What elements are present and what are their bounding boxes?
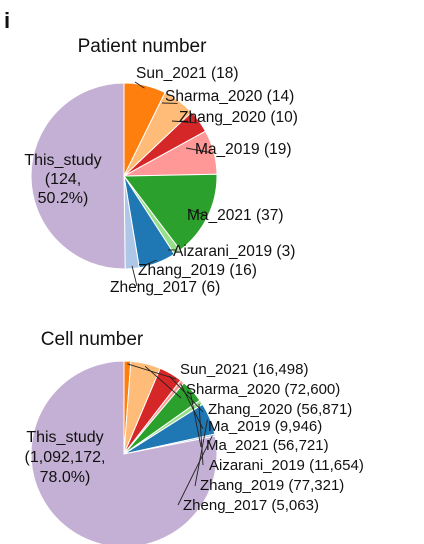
leader-line [189, 392, 202, 448]
pie-slice [123, 173, 218, 251]
slice-label: This_study [26, 429, 103, 446]
leader-line [198, 403, 204, 466]
slice-label: Aizarani_2019 (3) [173, 243, 295, 260]
leader-line [144, 259, 157, 266]
slice-label: Sun_2021 (18) [136, 65, 239, 82]
slice-label: This_study [24, 152, 101, 169]
slice-label: Ma_2021 (56,721) [206, 437, 329, 454]
leader-line [180, 383, 204, 430]
leader-line [187, 208, 206, 216]
slice-label: Ma_2021 (37) [187, 207, 284, 224]
leader-line [169, 375, 204, 413]
panel-label: i [4, 8, 10, 33]
leader-line [131, 265, 138, 287]
slice-label: Zhang_2019 (16) [138, 262, 257, 279]
chart-title: Cell number [41, 329, 144, 350]
slice-label: Zheng_2017 (6) [110, 279, 220, 296]
leader-line [194, 419, 208, 487]
chart-title: Patient number [78, 36, 208, 57]
slice-label: (1,092,172, [25, 449, 106, 466]
leader-line [177, 435, 213, 506]
slice-label: Sharma_2020 (72,600) [186, 381, 340, 398]
slice-label: Zhang_2020 (10) [179, 109, 298, 126]
slice-label: Ma_2019 (19) [195, 141, 292, 158]
leader-line [134, 81, 145, 89]
slice-label: Ma_2019 (9,946) [208, 418, 322, 435]
slice-label: Zhang_2020 (56,871) [208, 401, 352, 418]
slice-label: Sun_2021 (16,498) [180, 361, 308, 378]
pie-slice [30, 360, 218, 544]
pie-slice [30, 82, 126, 270]
pie-chart-cell-number: Cell number Sun_2021 (16,498) Sharma_2020… [25, 329, 364, 544]
slice-label: 78.0%) [40, 469, 91, 486]
slice-label: Sharma_2020 (14) [165, 88, 294, 105]
slice-label: 50.2%) [38, 190, 89, 207]
slice-label: (124, [45, 171, 81, 188]
leader-line [171, 120, 197, 124]
leader-line [185, 147, 212, 154]
leader-line [127, 363, 177, 380]
leader-line [144, 365, 182, 399]
pie-chart-patient-number: Patient number Sun_2021 (18) Sharma_2020 … [24, 36, 298, 296]
slice-label: Zheng_2017 (5,063) [183, 497, 319, 514]
slice-label: Aizarani_2019 (11,654) [209, 457, 364, 474]
slice-label: Zhang_2019 (77,321) [200, 477, 344, 494]
